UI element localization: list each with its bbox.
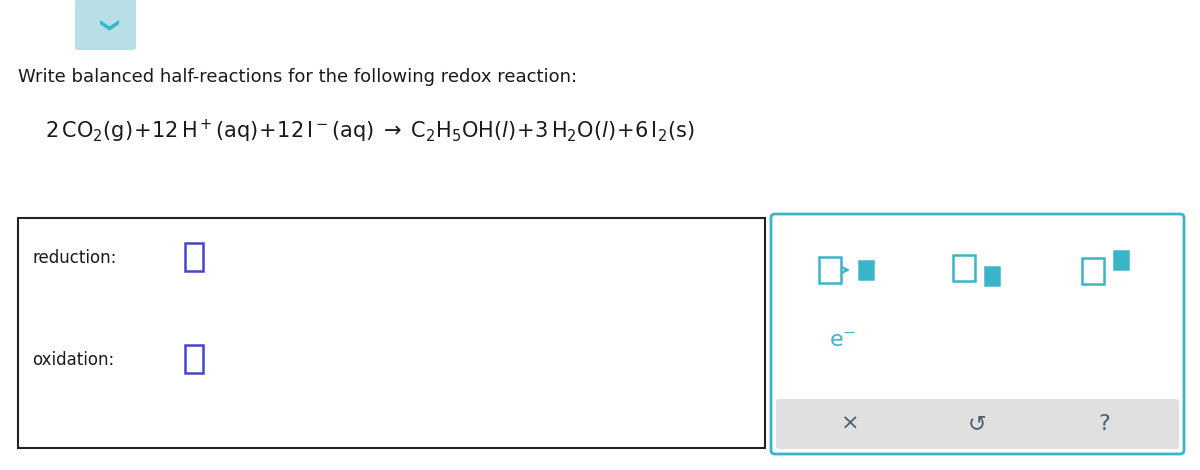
- Text: ×: ×: [841, 414, 859, 434]
- FancyBboxPatch shape: [74, 0, 136, 50]
- Text: oxidation:: oxidation:: [32, 351, 114, 369]
- Text: reduction:: reduction:: [32, 249, 116, 267]
- FancyBboxPatch shape: [185, 345, 203, 373]
- Text: $\mathsf{e}^{-}$: $\mathsf{e}^{-}$: [829, 331, 857, 351]
- FancyBboxPatch shape: [776, 399, 1178, 449]
- FancyBboxPatch shape: [185, 243, 203, 271]
- Text: $\mathsf{2\,CO_2(g)\!+\!12\,H^+(aq)\!+\!12\,I^-(aq)\;\rightarrow\;C_2H_5OH(\math: $\mathsf{2\,CO_2(g)\!+\!12\,H^+(aq)\!+\!…: [46, 118, 695, 145]
- Text: ↺: ↺: [968, 414, 986, 434]
- FancyBboxPatch shape: [1114, 251, 1128, 269]
- FancyBboxPatch shape: [818, 257, 841, 283]
- FancyBboxPatch shape: [1082, 258, 1104, 284]
- FancyBboxPatch shape: [859, 261, 872, 279]
- FancyBboxPatch shape: [772, 214, 1184, 454]
- FancyBboxPatch shape: [953, 255, 974, 281]
- FancyBboxPatch shape: [984, 267, 998, 285]
- Text: ❯: ❯: [96, 18, 115, 35]
- Text: Write balanced half-reactions for the following redox reaction:: Write balanced half-reactions for the fo…: [18, 68, 577, 86]
- Text: ?: ?: [1099, 414, 1110, 434]
